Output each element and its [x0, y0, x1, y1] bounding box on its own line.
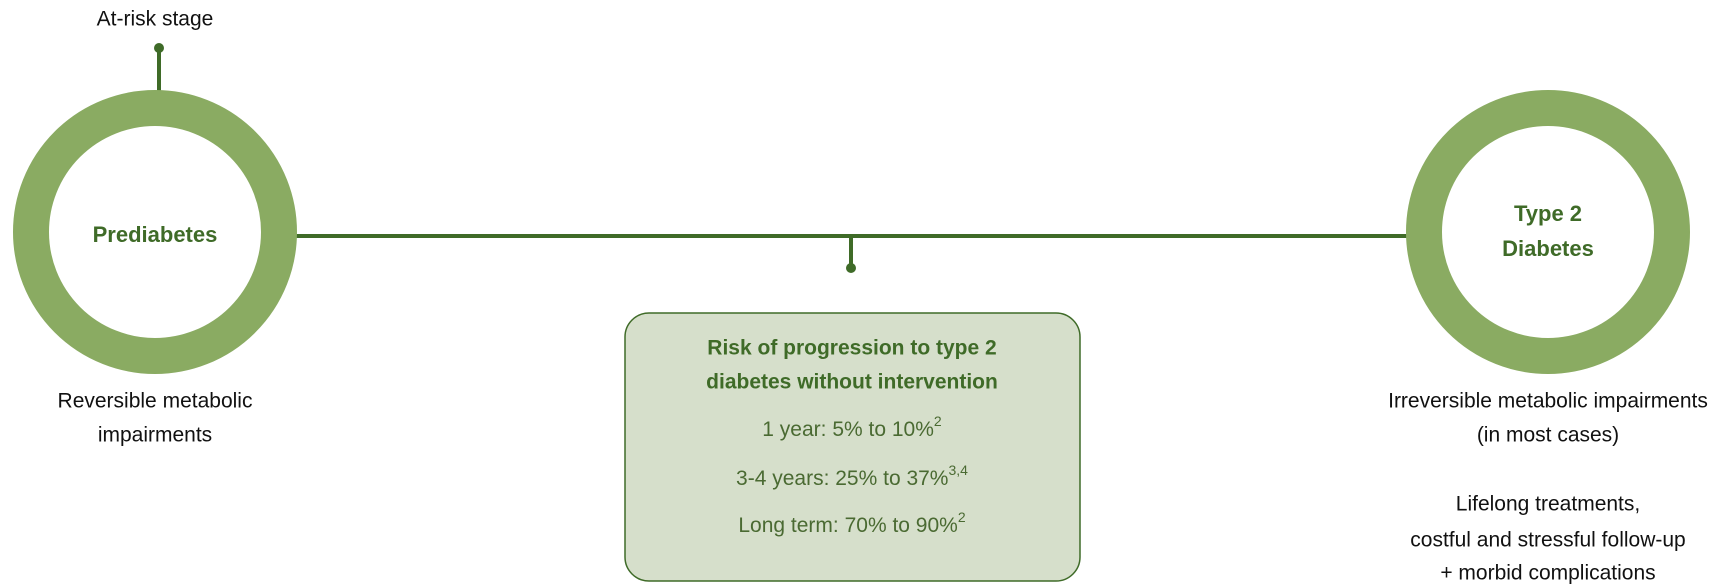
dot: [846, 263, 856, 273]
node-label: Prediabetes: [93, 222, 218, 247]
description: (in most cases): [1477, 424, 1619, 447]
risk-box: [624, 312, 1081, 582]
item-ref: 2: [958, 509, 966, 525]
dot: [154, 43, 164, 53]
node-label: Diabetes: [1502, 236, 1594, 261]
note: + morbid complications: [1440, 562, 1655, 584]
risk-item: 1 year: 5% to 10%2: [762, 413, 942, 441]
box-title: diabetes without intervention: [706, 371, 998, 394]
box-title: Risk of progression to type 2: [707, 337, 996, 360]
description: impairments: [98, 424, 212, 447]
item-ref: 3,4: [948, 462, 968, 478]
node-label: Type 2: [1514, 201, 1582, 226]
note: costful and stressful follow-up: [1410, 529, 1685, 552]
item-text: 3-4 years: 25% to 37%: [736, 467, 948, 490]
item-ref: 2: [934, 413, 942, 429]
stage-label: At-risk stage: [97, 8, 214, 31]
description: Irreversible metabolic impairments: [1388, 390, 1708, 413]
description: Reversible metabolic: [58, 390, 253, 413]
risk-item: Long term: 70% to 90%2: [738, 509, 965, 537]
right-ring: [1406, 90, 1690, 374]
item-text: 1 year: 5% to 10%: [762, 418, 934, 441]
risk-item: 3-4 years: 25% to 37%3,4: [736, 462, 968, 490]
note: Lifelong treatments,: [1456, 493, 1640, 516]
item-text: Long term: 70% to 90%: [738, 514, 957, 537]
left-ring: [13, 90, 297, 374]
